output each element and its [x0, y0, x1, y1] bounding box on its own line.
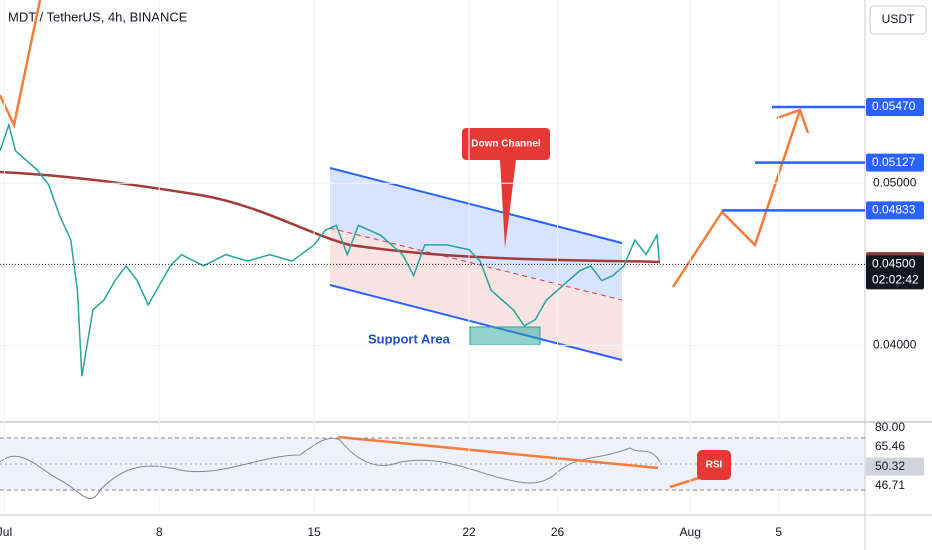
- price-label: 0.04833: [872, 202, 916, 216]
- channel-upper: [330, 168, 622, 300]
- price-badge: [866, 255, 924, 290]
- x-tick-label: 5: [775, 525, 782, 539]
- rsi-tick-label: 80.00: [875, 420, 905, 434]
- x-tick-label: 8: [156, 525, 163, 539]
- callout: [697, 450, 731, 480]
- annotation: Down Channel: [471, 139, 541, 150]
- projection: [671, 109, 802, 288]
- price-label: 0.05127: [872, 155, 916, 169]
- channel-line: [329, 284, 623, 361]
- x-tick-label: Aug: [680, 525, 701, 539]
- rsi-badge: [866, 457, 924, 476]
- x-tick-label: 22: [462, 525, 476, 539]
- chart-title: MDT / TetherUS, 4h, BINANCE: [8, 9, 188, 24]
- rsi-label: RSI: [706, 460, 723, 471]
- annotation: Support Area: [368, 331, 451, 346]
- x-tick-label: Jul: [0, 525, 12, 539]
- rsi-line: [0, 437, 661, 500]
- y-tick-label: 0.05000: [873, 175, 917, 189]
- channel-line: [329, 167, 623, 244]
- price-label: 0.05470: [872, 99, 916, 113]
- currency: USDT: [882, 12, 915, 26]
- price-line: [0, 122, 661, 377]
- divergence: [337, 435, 659, 470]
- channel-lower: [330, 228, 622, 360]
- price-badge: [866, 153, 924, 172]
- rsi-tick-label: 46.71: [875, 478, 905, 492]
- currency-box: [869, 5, 927, 35]
- rsi-tick-label: 65.46: [875, 439, 905, 453]
- callout: [462, 128, 550, 248]
- x-tick-label: 26: [551, 525, 565, 539]
- price-label: 0.04500: [872, 256, 916, 270]
- arrow-head: [776, 108, 810, 134]
- y-tick-label: 0.04000: [873, 338, 917, 352]
- rsi-tick-label: 50.32: [875, 459, 905, 473]
- price-badge: [866, 98, 924, 117]
- x-tick-label: 15: [307, 525, 321, 539]
- support-box: [469, 326, 541, 346]
- price-badge: [866, 201, 924, 220]
- countdown: 02:02:42: [872, 272, 919, 286]
